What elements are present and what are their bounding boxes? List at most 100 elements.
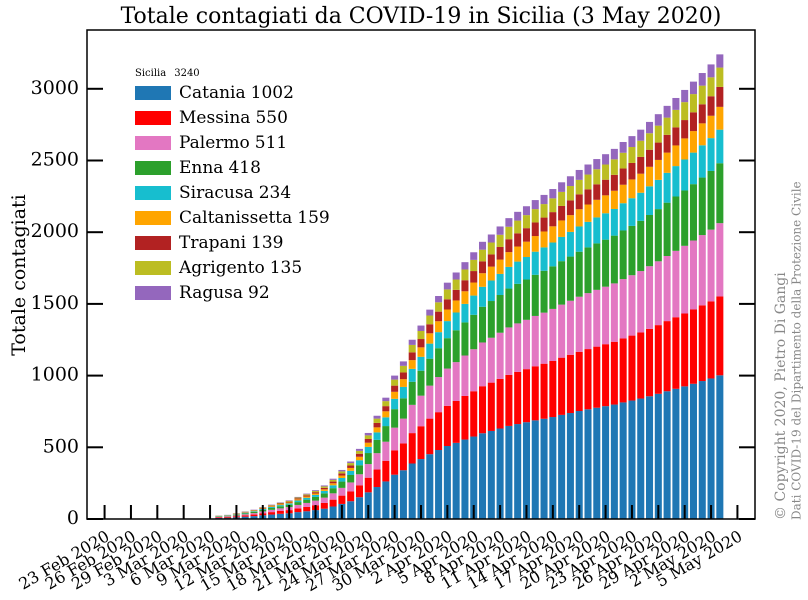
- bar-segment: [637, 192, 645, 221]
- legend-value: 234: [259, 183, 291, 203]
- bar-segment: [637, 398, 645, 519]
- bar-segment: [602, 344, 610, 407]
- bar-segment: [268, 505, 276, 507]
- bar-segment: [575, 169, 583, 180]
- bar-segment: [522, 206, 530, 216]
- bar-segment: [610, 404, 618, 519]
- bar-segment: [566, 413, 574, 519]
- chart-title: Totale contagiati da COVID-19 in Sicilia…: [121, 4, 722, 29]
- bar-segment: [373, 422, 381, 428]
- bar-segment: [399, 386, 407, 399]
- bar-segment: [654, 261, 662, 326]
- bar-segment: [417, 395, 425, 427]
- legend-value: 1002: [251, 83, 294, 103]
- bar-segment: [320, 490, 328, 494]
- bar-segment: [566, 186, 574, 201]
- bar-segment: [479, 286, 487, 307]
- bar-segment: [215, 517, 223, 518]
- bar-segment: [558, 414, 566, 519]
- bar-segment: [250, 516, 258, 519]
- bar-segment: [593, 217, 601, 244]
- bar-segment: [461, 355, 469, 396]
- bar-segment: [426, 309, 434, 316]
- bar-segment: [435, 321, 443, 333]
- bar-segment: [558, 205, 566, 221]
- bar-segment: [382, 411, 390, 418]
- legend-swatch: [135, 236, 171, 250]
- legend-swatch: [135, 161, 171, 175]
- bar-segment: [681, 386, 689, 519]
- bar-segment: [522, 241, 530, 258]
- bar-segment: [619, 338, 627, 403]
- bar-segment: [663, 117, 671, 135]
- bar-segment: [373, 487, 381, 519]
- bar-segment: [417, 426, 425, 460]
- bar-segment: [540, 270, 548, 313]
- bar-segment: [285, 503, 293, 505]
- bar-segment: [470, 295, 478, 315]
- bar-segment: [487, 266, 495, 281]
- bar-segment: [716, 375, 724, 519]
- bar-segment: [540, 194, 548, 205]
- bar-segment: [522, 228, 530, 242]
- legend-value: 139: [251, 233, 283, 253]
- bar-segment: [549, 242, 557, 267]
- bar-segment: [435, 296, 443, 303]
- legend-name: Agrigento: [178, 258, 265, 278]
- bar-segment: [408, 463, 416, 519]
- legend-swatch: [135, 111, 171, 125]
- bar-segment: [593, 243, 601, 290]
- bar-segment: [355, 456, 363, 461]
- bar-segment: [593, 289, 601, 347]
- bar-segment: [672, 166, 680, 197]
- legend-swatch: [135, 211, 171, 225]
- bar-segment: [391, 427, 399, 451]
- bar-segment: [593, 184, 601, 200]
- bar-segment: [426, 358, 434, 386]
- legend-value: 550: [255, 108, 287, 128]
- bar-segment: [479, 433, 487, 519]
- legend-name: Messina: [179, 108, 250, 128]
- bar-segment: [672, 127, 680, 146]
- plot-area: [215, 54, 724, 519]
- bar-segment: [320, 493, 328, 498]
- bar-segment: [619, 279, 627, 339]
- bar-segment: [312, 494, 320, 497]
- bar-segment: [470, 259, 478, 272]
- bar-segment: [558, 191, 566, 206]
- bar-segment: [514, 246, 522, 262]
- bar-segment: [303, 497, 311, 500]
- bar-segment: [487, 382, 495, 431]
- bar-segment: [408, 352, 416, 361]
- bar-segment: [355, 450, 363, 454]
- bar-segment: [522, 215, 530, 229]
- bar-segment: [602, 213, 610, 240]
- bar-segment: [355, 448, 363, 451]
- bar-segment: [514, 283, 522, 324]
- bar-segment: [514, 371, 522, 425]
- bar-segment: [303, 493, 311, 495]
- source-note: Dati COVID-19 del Dipartimento della Pro…: [790, 181, 804, 520]
- bar-segment: [461, 280, 469, 292]
- bar-segment: [399, 470, 407, 519]
- bar-segment: [303, 499, 311, 503]
- bar-segment: [698, 145, 706, 178]
- bar-segment: [364, 438, 372, 443]
- bar-segment: [268, 507, 276, 510]
- bar-segment: [505, 266, 513, 289]
- bar-segment: [593, 407, 601, 519]
- bar-segment: [487, 254, 495, 267]
- bar-segment: [329, 481, 337, 484]
- bar-segment: [426, 324, 434, 334]
- bar-segment: [285, 500, 293, 502]
- bar-segment: [479, 273, 487, 287]
- bar-segment: [312, 490, 320, 492]
- bar-segment: [329, 488, 337, 494]
- bar-segment: [426, 418, 434, 455]
- bar-segment: [558, 220, 566, 237]
- bar-segment: [716, 54, 724, 68]
- bar-segment: [417, 459, 425, 519]
- bar-segment: [496, 226, 504, 235]
- bar-segment: [338, 481, 346, 488]
- bar-segment: [479, 241, 487, 250]
